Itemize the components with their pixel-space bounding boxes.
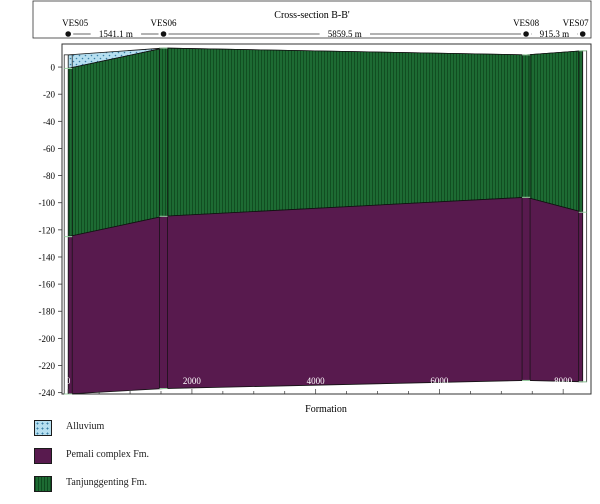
station-label: VES06 [151, 18, 178, 28]
y-tick-label: -180 [39, 307, 56, 317]
y-tick-label: -100 [39, 198, 56, 208]
station-label: VES07 [563, 18, 590, 28]
x-tick-label: 2000 [183, 376, 202, 386]
station-marker [160, 31, 167, 37]
spacing-label: 915.3 m [540, 29, 570, 39]
station-marker [65, 31, 71, 37]
y-tick-label: -240 [39, 388, 56, 398]
y-tick-label: -160 [39, 280, 56, 290]
plot-area: 0 -20 -40 -60 -80 -100 -120 -140 -160 -180 -200 -22… [39, 43, 592, 398]
spacing-label: 1541.1 m [99, 29, 133, 39]
legend-label: Tanjunggenting Fm. [66, 477, 147, 488]
header-box [32, 0, 592, 39]
y-tick-label: -60 [43, 144, 55, 154]
section-title: Cross-section B-B' [274, 10, 350, 21]
legend-label: Alluvium [66, 421, 105, 432]
y-tick-label: -200 [39, 334, 56, 344]
x-tick-label: 0 [66, 376, 71, 386]
y-tick-label: -40 [43, 117, 55, 127]
station-marker [523, 31, 529, 37]
legend-swatch-tanjunggenting [34, 476, 52, 492]
y-tick-label: -140 [39, 252, 56, 262]
layer-pemali-complex-fm [67, 196, 584, 395]
legend-label: Pemali complex Fm. [66, 449, 150, 460]
y-tick-label: -80 [43, 171, 55, 181]
header-panel: Cross-section B-B' VES05 VES06 VES08 VES07 1… [32, 0, 592, 39]
station-label: VES05 [62, 18, 89, 28]
x-tick-label: 6000 [430, 376, 449, 386]
station-label: VES08 [513, 18, 540, 28]
y-tick-label: -20 [43, 90, 55, 100]
station-marker [579, 31, 586, 37]
y-tick-label: 0 [51, 63, 56, 73]
y-tick-label: -220 [39, 361, 56, 371]
y-tick-label: -120 [39, 225, 56, 235]
legend-swatch-alluvium [34, 420, 52, 436]
footer-label: Formation [305, 404, 347, 415]
spacing-label: 5859.5 m [328, 29, 362, 39]
x-tick-label: 4000 [307, 376, 326, 386]
legend-swatch-pemali [34, 448, 52, 464]
cross-section-figure: Cross-section B-B' VES05 VES06 VES08 VES07 1… [32, 0, 592, 415]
x-tick-label: 8000 [554, 376, 573, 386]
